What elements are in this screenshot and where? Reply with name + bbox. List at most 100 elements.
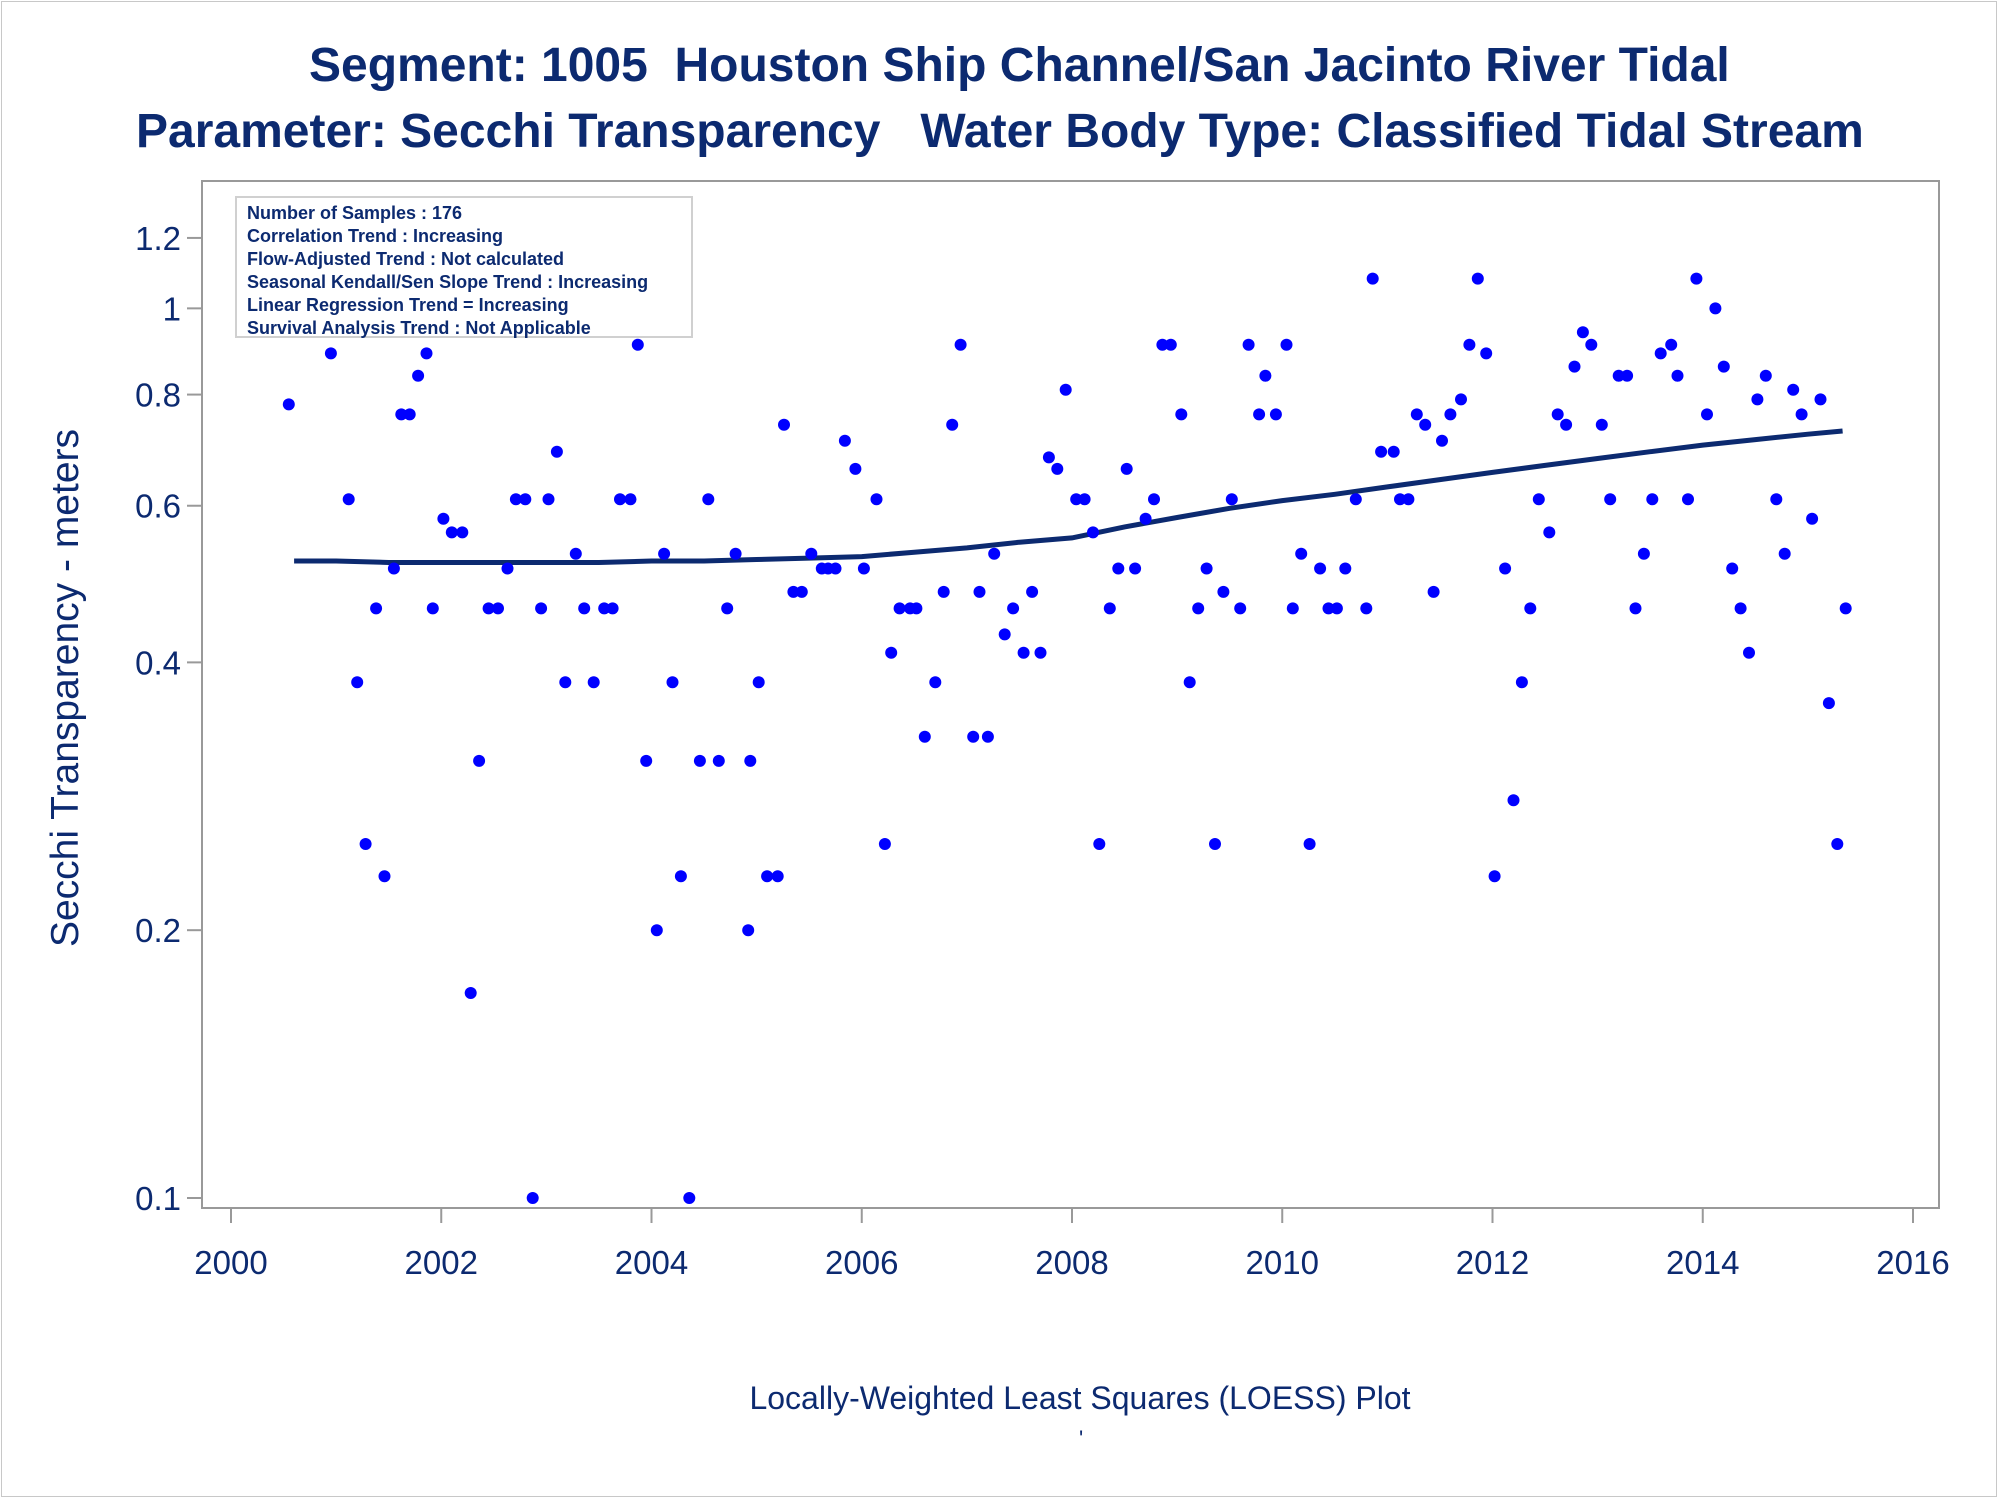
data-point bbox=[1419, 418, 1432, 431]
data-point bbox=[403, 408, 416, 421]
data-point bbox=[1778, 547, 1791, 560]
data-point bbox=[1217, 585, 1230, 598]
data-point bbox=[1286, 602, 1299, 615]
data-point bbox=[1822, 697, 1835, 710]
data-point bbox=[1427, 585, 1440, 598]
data-point bbox=[650, 924, 663, 937]
data-point bbox=[482, 602, 495, 615]
data-point bbox=[342, 493, 355, 506]
data-point bbox=[1259, 369, 1272, 382]
data-point bbox=[1112, 562, 1125, 575]
data-point bbox=[795, 585, 808, 598]
data-point bbox=[1034, 646, 1047, 659]
y-tick-label: 1.2 bbox=[135, 220, 181, 257]
data-point bbox=[1831, 838, 1844, 850]
data-point bbox=[1339, 562, 1352, 575]
data-point bbox=[674, 870, 687, 883]
data-point bbox=[519, 493, 532, 506]
data-point bbox=[973, 585, 986, 598]
data-point bbox=[1463, 338, 1476, 351]
data-point bbox=[752, 676, 765, 689]
data-point bbox=[1183, 676, 1196, 689]
data-point bbox=[1436, 434, 1448, 447]
data-point bbox=[878, 838, 891, 850]
data-point bbox=[1303, 838, 1316, 850]
data-point bbox=[437, 512, 450, 525]
data-point bbox=[1455, 393, 1467, 406]
data-point bbox=[1280, 338, 1293, 351]
data-point bbox=[829, 562, 842, 575]
data-point bbox=[1734, 602, 1747, 615]
data-point bbox=[683, 1192, 696, 1204]
data-point bbox=[1585, 338, 1598, 351]
data-point bbox=[1314, 562, 1327, 575]
data-point bbox=[1164, 338, 1177, 351]
data-point bbox=[420, 347, 433, 360]
data-point bbox=[929, 676, 942, 689]
data-point bbox=[587, 676, 600, 689]
y-tick-label: 1 bbox=[163, 290, 181, 327]
data-point bbox=[1330, 602, 1343, 615]
data-point bbox=[445, 526, 458, 539]
x-tick-label: 2016 bbox=[1876, 1244, 1949, 1281]
data-point bbox=[324, 347, 337, 360]
x-tick-label: 2012 bbox=[1456, 1244, 1529, 1281]
data-point bbox=[1070, 493, 1083, 506]
stats-line: Flow-Adjusted Trend : Not calculated bbox=[247, 249, 565, 269]
data-point bbox=[606, 602, 619, 615]
data-point bbox=[1576, 326, 1589, 339]
data-point bbox=[631, 338, 644, 351]
data-point bbox=[1026, 585, 1039, 598]
data-point bbox=[1234, 602, 1247, 615]
data-point bbox=[1078, 493, 1091, 506]
data-point bbox=[1387, 445, 1400, 458]
x-tick-label: 2004 bbox=[615, 1244, 688, 1281]
plot-footnote: Locally-Weighted Least Squares (LOESS) P… bbox=[749, 1380, 1411, 1416]
data-point bbox=[535, 602, 548, 615]
data-point bbox=[988, 547, 1001, 560]
trend-statistics-box: Number of Samples : 176 Correlation Trend… bbox=[235, 196, 693, 338]
data-point bbox=[857, 562, 870, 575]
data-point bbox=[721, 602, 734, 615]
stats-line: Survival Analysis Trend : Not Applicable bbox=[247, 318, 591, 338]
data-point bbox=[1604, 493, 1617, 506]
data-point bbox=[1671, 369, 1684, 382]
data-point bbox=[1560, 418, 1573, 431]
data-point bbox=[370, 602, 383, 615]
data-point bbox=[885, 646, 898, 659]
data-point bbox=[1743, 646, 1755, 659]
data-point bbox=[1759, 369, 1772, 382]
x-tick-label: 2008 bbox=[1035, 1244, 1108, 1281]
data-point bbox=[1568, 360, 1581, 373]
data-point bbox=[1488, 870, 1501, 883]
data-point bbox=[910, 602, 923, 615]
data-point bbox=[598, 602, 611, 615]
data-point bbox=[359, 838, 372, 850]
data-point bbox=[395, 408, 408, 421]
data-point bbox=[1087, 526, 1099, 539]
data-point bbox=[1507, 794, 1520, 807]
data-point bbox=[838, 434, 851, 447]
data-point bbox=[1242, 338, 1255, 351]
data-point bbox=[1665, 338, 1678, 351]
x-tick-label: 2010 bbox=[1246, 1244, 1319, 1281]
data-point bbox=[937, 585, 950, 598]
loess-line bbox=[294, 428, 1843, 565]
data-point bbox=[1209, 838, 1221, 850]
data-point bbox=[1269, 408, 1282, 421]
x-tick-label: 2006 bbox=[825, 1244, 898, 1281]
plot-area-border bbox=[201, 180, 1940, 1209]
data-point bbox=[640, 754, 653, 767]
data-point bbox=[624, 493, 637, 506]
data-point bbox=[1349, 493, 1362, 506]
data-point bbox=[693, 754, 706, 767]
data-point bbox=[1701, 408, 1713, 421]
data-point bbox=[542, 493, 555, 506]
footnote-mark: ' bbox=[1079, 1426, 1084, 1451]
data-point bbox=[1690, 272, 1703, 285]
data-point bbox=[1621, 369, 1634, 382]
data-point bbox=[1480, 347, 1493, 360]
data-point bbox=[761, 870, 774, 883]
